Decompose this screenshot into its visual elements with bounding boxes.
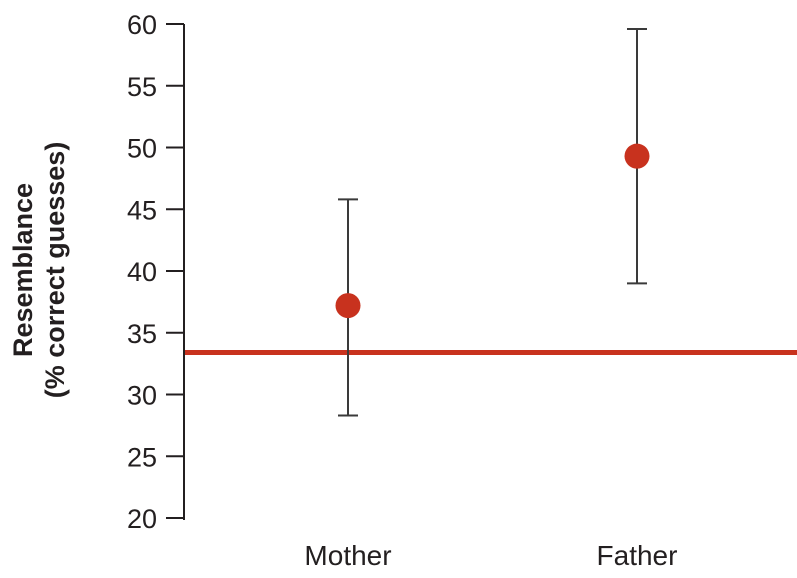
x-category-label: Mother xyxy=(304,540,391,571)
y-tick-label: 55 xyxy=(127,72,157,102)
y-tick-label: 45 xyxy=(127,195,157,225)
y-tick-label: 40 xyxy=(127,257,157,287)
x-axis-labels: Mother Father xyxy=(304,540,677,571)
y-tick-label: 60 xyxy=(127,10,157,40)
y-tick-label: 50 xyxy=(127,134,157,164)
y-axis-label: Resemblance (% correct guesses) xyxy=(8,142,70,399)
y-tick-label: 30 xyxy=(127,381,157,411)
x-category-label: Father xyxy=(597,540,678,571)
data-point-father xyxy=(624,27,650,285)
y-tick-label: 35 xyxy=(127,319,157,349)
point-marker xyxy=(335,293,361,319)
data-point-mother xyxy=(335,198,361,417)
data-points xyxy=(335,27,650,417)
y-tick-label: 25 xyxy=(127,442,157,472)
y-tick-label: 20 xyxy=(127,504,157,534)
point-marker xyxy=(624,143,650,169)
y-axis-label-line-1: Resemblance xyxy=(8,183,38,357)
y-axis: 20 25 30 35 40 45 50 55 60 xyxy=(127,10,185,534)
y-axis-label-line-2: (% correct guesses) xyxy=(40,142,70,399)
